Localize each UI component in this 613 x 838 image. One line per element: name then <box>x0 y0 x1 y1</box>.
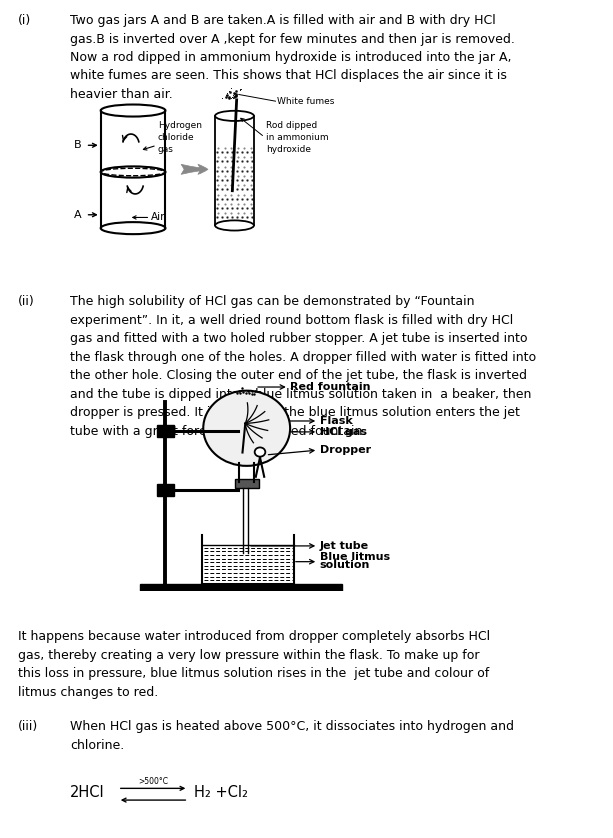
Text: Two gas jars A and B are taken.A is filled with air and B with dry HCl
gas.B is : Two gas jars A and B are taken.A is fill… <box>70 14 515 101</box>
Ellipse shape <box>101 167 166 178</box>
Text: HCl gas: HCl gas <box>319 427 367 437</box>
Text: 2HCl: 2HCl <box>70 785 105 800</box>
Text: Rod dipped
in ammonium
hydroxide: Rod dipped in ammonium hydroxide <box>266 121 329 153</box>
Text: It happens because water introduced from dropper completely absorbs HCl
gas, the: It happens because water introduced from… <box>18 630 490 699</box>
Text: >500°C: >500°C <box>138 777 168 786</box>
Text: Blue litmus: Blue litmus <box>319 552 390 561</box>
Text: When HCl gas is heated above 500°C, it dissociates into hydrogen and
chlorine.: When HCl gas is heated above 500°C, it d… <box>70 720 514 752</box>
Text: Flask: Flask <box>319 416 352 426</box>
Bar <box>157 484 174 496</box>
Text: Red fountain: Red fountain <box>290 382 371 392</box>
Text: (i): (i) <box>18 14 31 27</box>
Text: Air: Air <box>151 213 166 222</box>
Bar <box>157 425 174 437</box>
Bar <box>140 584 342 591</box>
Text: (iii): (iii) <box>18 720 38 733</box>
Circle shape <box>204 391 290 466</box>
Text: solution: solution <box>319 561 370 571</box>
Ellipse shape <box>215 220 254 230</box>
Bar <box>235 479 259 488</box>
Text: A: A <box>74 210 82 220</box>
Ellipse shape <box>254 447 265 457</box>
Text: Dropper: Dropper <box>319 445 371 455</box>
Text: (ii): (ii) <box>18 295 35 308</box>
Text: B: B <box>74 140 82 150</box>
Ellipse shape <box>215 111 254 121</box>
Text: White fumes: White fumes <box>276 96 334 106</box>
Text: H₂ +Cl₂: H₂ +Cl₂ <box>194 785 248 800</box>
Text: Jet tube: Jet tube <box>319 541 368 551</box>
Text: The high solubility of HCl gas can be demonstrated by “Fountain
experiment”. In : The high solubility of HCl gas can be de… <box>70 295 536 437</box>
Text: Hydrogen
chloride
gas: Hydrogen chloride gas <box>158 121 202 153</box>
